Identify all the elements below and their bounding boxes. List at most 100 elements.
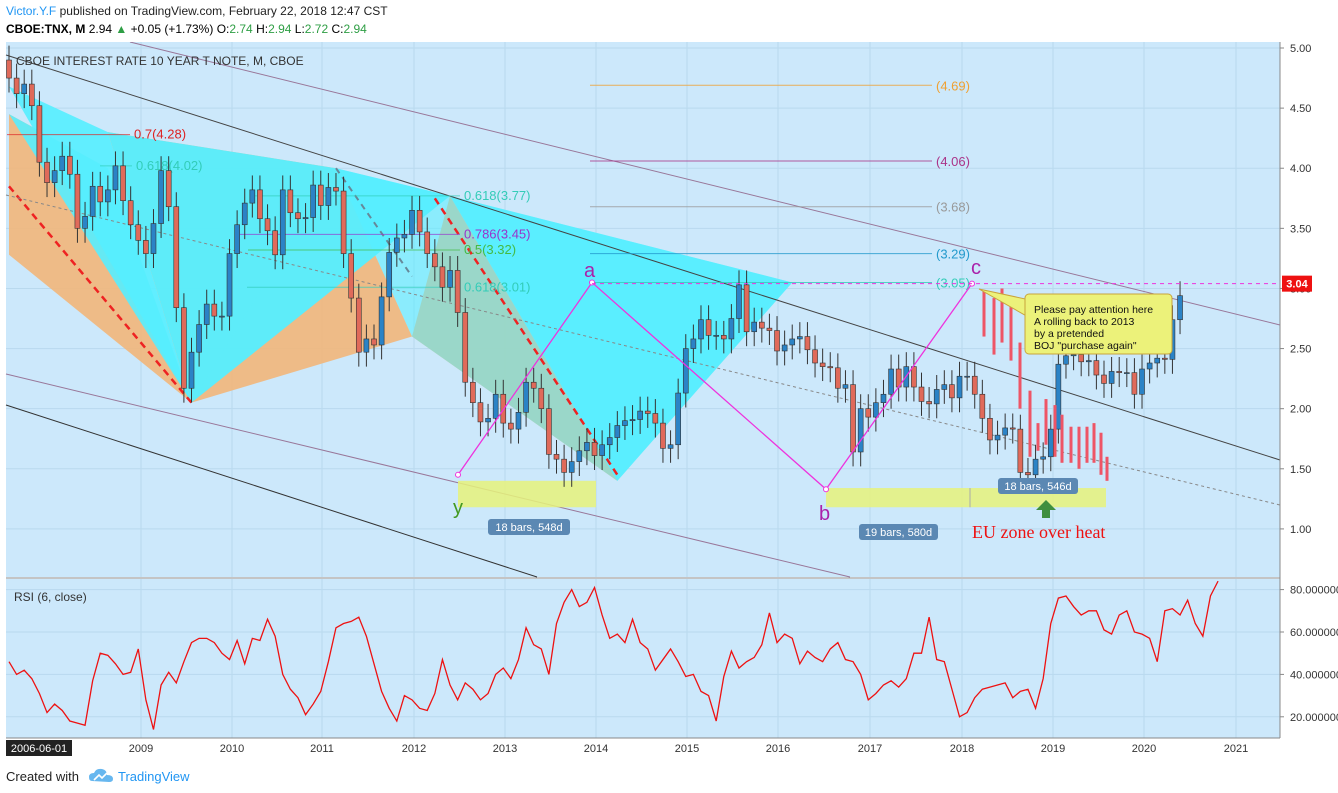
candle-body <box>812 349 818 364</box>
wave-label-c: c <box>971 257 981 279</box>
time-axis-background <box>0 738 1338 762</box>
projected-bar <box>982 290 986 337</box>
candle-body <box>819 362 826 367</box>
candle-body <box>120 165 126 201</box>
candle-body <box>127 200 134 226</box>
candle-body <box>1047 428 1054 458</box>
rsi-pane-background <box>6 579 1280 738</box>
projected-bar <box>1077 426 1081 469</box>
fib-target-label: (3.68) <box>936 200 970 215</box>
candle-body <box>67 155 73 175</box>
price-tick-label: 1.00 <box>1290 524 1311 536</box>
candle-body <box>1002 427 1008 436</box>
candle-body <box>82 216 88 229</box>
candle-body <box>439 266 446 288</box>
candle-body <box>150 223 157 254</box>
axes: 5.004.504.003.503.002.502.001.501.0080.0… <box>0 42 1338 762</box>
bar-count-text: 19 bars, 580d <box>865 527 932 539</box>
time-tick-label: 2012 <box>402 743 426 755</box>
open-value: 2.74 <box>229 22 253 36</box>
tradingview-brand-link[interactable]: TradingView <box>118 769 190 784</box>
candle-body <box>538 387 545 409</box>
bar-count-text: 18 bars, 548d <box>495 522 562 534</box>
time-tick-label: 2019 <box>1041 743 1065 755</box>
candle-body <box>713 335 719 337</box>
candle-body <box>424 231 431 254</box>
candle-body <box>51 170 58 183</box>
candle-body <box>629 419 636 422</box>
candle-body <box>933 389 940 405</box>
candle-body <box>1009 427 1016 430</box>
candle-body <box>279 189 286 256</box>
candle-body <box>492 393 499 419</box>
projected-bar <box>1092 423 1096 463</box>
candle-body <box>591 442 598 456</box>
candle-body <box>59 155 66 171</box>
rsi-pane: RSI (6, close) <box>6 579 1280 738</box>
candle-body <box>873 402 879 418</box>
candle-body <box>994 434 1001 441</box>
channel-line <box>5 194 1281 506</box>
projected-bar <box>1018 342 1022 409</box>
candle-body <box>690 338 697 349</box>
price-pane: 0.7(4.28) 0.618(4.02) 0.618(3.77) 0.786(3.4… <box>5 41 1281 579</box>
candle-body <box>508 422 514 430</box>
candle-body <box>234 224 240 254</box>
rsi-tick-label: 80.000000 <box>1290 585 1338 597</box>
rsi-title: RSI (6, close) <box>14 590 87 604</box>
time-zone-box <box>458 480 596 508</box>
candle-body <box>546 408 552 455</box>
channel-line <box>129 41 1281 326</box>
candle-body <box>766 327 773 331</box>
fib-level-label: 0.618(4.02) <box>136 158 203 173</box>
candle-body <box>850 384 856 453</box>
candle-body <box>751 321 758 333</box>
candle-body <box>44 161 50 183</box>
rsi-tick-label: 40.000000 <box>1290 669 1338 681</box>
time-tick-label: 2010 <box>220 743 244 755</box>
price-tick-label: 1.50 <box>1290 464 1311 476</box>
candle-body <box>675 392 681 446</box>
candle-body <box>371 338 377 346</box>
bar-count-tag <box>998 478 1078 494</box>
tradingview-cloud-icon <box>89 768 113 782</box>
wave-point <box>455 471 461 478</box>
candle-body <box>736 284 742 319</box>
candle-body <box>576 450 583 462</box>
candle-body <box>257 189 263 220</box>
last-price: 2.94 <box>88 22 113 36</box>
time-tick-label: 2017 <box>858 743 882 755</box>
candle-body <box>1162 357 1168 360</box>
candle-body <box>1055 363 1062 430</box>
candle-body <box>97 185 104 203</box>
price-tick-label: 5.00 <box>1290 43 1311 55</box>
candle-body <box>219 315 225 318</box>
callout-text-line: A rolling back to 2013 <box>1034 316 1135 328</box>
last-price-tag-text: 3.04 <box>1286 279 1308 291</box>
candle-body <box>941 384 948 390</box>
candle-body <box>1101 374 1107 384</box>
fib-target-label: (4.06) <box>936 154 970 169</box>
price-tick-label: 2.00 <box>1290 404 1311 416</box>
candle-body <box>485 418 491 423</box>
candle-body <box>743 284 750 333</box>
candle-body <box>720 335 727 340</box>
price-tick-label: 4.00 <box>1290 163 1311 175</box>
projected-bar <box>1044 399 1048 445</box>
price-tick-label: 3.50 <box>1290 223 1311 235</box>
close-label: C: <box>331 22 344 36</box>
candle-body <box>454 270 461 313</box>
price-change: +0.05 (+1.73%) <box>130 22 214 36</box>
candle-body <box>477 402 484 423</box>
candle-body <box>1040 456 1046 460</box>
candle-body <box>1177 295 1183 321</box>
candle-body <box>918 386 925 402</box>
candle-body <box>774 330 780 352</box>
cursor-date-label: 2006-06-01 <box>11 743 67 755</box>
candle-body <box>911 366 917 388</box>
time-tick-label: 2015 <box>675 743 699 755</box>
candle-body <box>340 190 347 254</box>
candle-body <box>667 444 674 449</box>
author-link[interactable]: Victor.Y.F <box>6 4 57 18</box>
